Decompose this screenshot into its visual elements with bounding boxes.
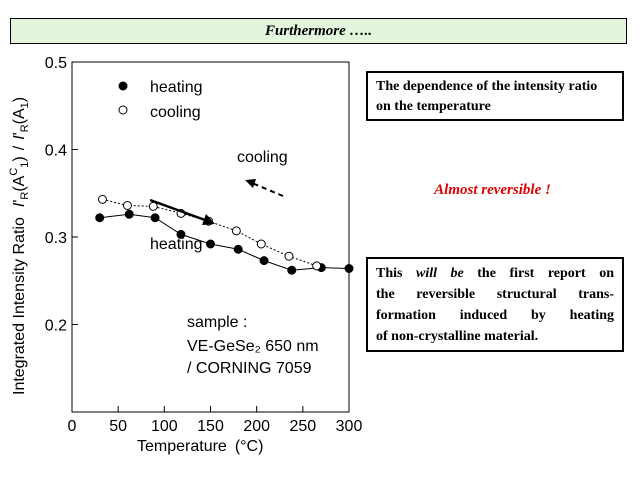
x-tick-label-6: 300 [336,418,363,435]
heating-point-9 [344,264,354,273]
y-tick-label-1: 0.3 [45,230,67,247]
sample-title: sample : [187,314,247,331]
x-tick-label-5: 250 [289,418,316,435]
cooling-point-5 [231,226,241,236]
sample-line-2: / CORNING 7059 [187,360,312,377]
legend-heating-label: heating [150,79,203,96]
info-box: The dependence of the intensity ratio on… [366,71,624,121]
heating-point-5 [233,244,243,254]
x-tick-label-1: 50 [109,418,127,435]
cooling-annotation: cooling [237,149,288,166]
heating-point-2 [150,213,160,223]
cooling-point-2 [148,201,158,211]
claim-line-2: the reversible structural trans- [376,287,614,302]
y-tick-label-3: 0.5 [45,55,67,72]
cooling-arrow [251,182,284,197]
x-tick-label-0: 0 [68,418,77,435]
cooling-arrowhead [245,179,256,188]
legend-heating-marker [118,81,128,91]
claim-line-4: of non-crystalline material. [376,329,539,344]
claim-line-3: formation induced by heating [376,308,614,323]
heating-line [99,213,350,271]
sample-line-1: VE-GeSe₂ 650 nm [187,338,319,355]
heating-point-4 [206,239,215,249]
heating-annotation: heating [150,236,203,253]
heating-arrowhead [202,214,215,225]
heating-point-0 [95,213,105,223]
claim-line-1: This will be the first report on [376,266,614,281]
y-axis-label: Integrated Intensity RatioI'R(AC1)/I'R(A… [8,97,31,395]
x-axis-label: Temperature (°C) [137,438,263,455]
legend-cooling-marker [118,105,128,115]
cooling-point-8 [312,261,322,271]
reversible-note: Almost reversible ! [434,182,551,198]
cooling-point-6 [256,239,266,249]
heating-point-1 [124,209,134,219]
cooling-point-1 [122,201,132,210]
x-tick-label-4: 200 [243,418,270,435]
cooling-point-0 [97,194,107,204]
heating-point-6 [259,256,269,266]
heating-point-7 [287,265,297,275]
x-tick-label-2: 100 [151,418,178,435]
heating-point-3 [176,229,186,239]
heating-arrow [149,198,206,222]
cooling-point-7 [284,251,294,261]
x-tick-label-3: 150 [197,418,224,435]
claim-box: This will be the first report on the rev… [366,257,624,352]
legend-cooling-label: cooling [150,104,201,121]
banner: Furthermore ….. [10,18,627,44]
y-tick-label-2: 0.4 [45,143,67,160]
y-tick-label-0: 0.2 [45,318,67,335]
